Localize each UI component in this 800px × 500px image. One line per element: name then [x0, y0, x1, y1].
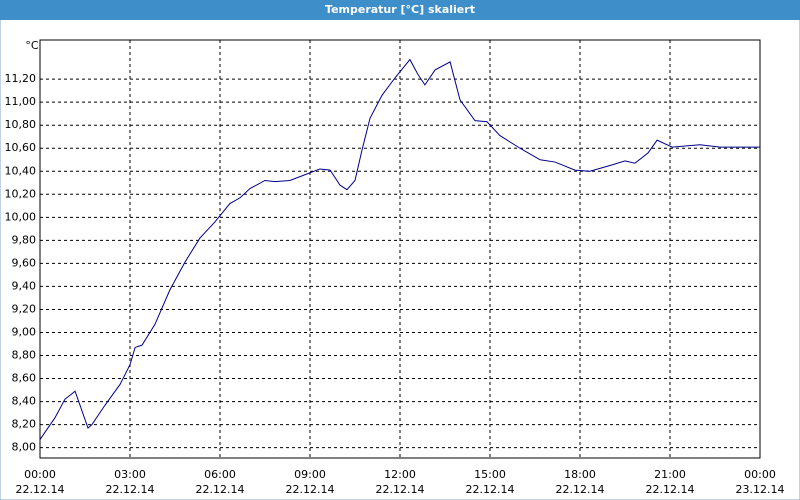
- y-tick-label: 9,60: [12, 256, 37, 269]
- y-tick-label: 10,40: [5, 164, 37, 177]
- x-tick-label: 15:00: [474, 468, 506, 481]
- y-tick-label: 8,80: [12, 349, 37, 362]
- y-tick-label: 9,40: [12, 279, 37, 292]
- x-tick-date: 22.12.14: [16, 483, 65, 496]
- chart-title: Temperatur [°C] skaliert: [325, 3, 475, 16]
- y-tick-label: 9,80: [12, 233, 37, 246]
- x-tick-label: 06:00: [204, 468, 236, 481]
- y-tick-label: 10,20: [5, 187, 37, 200]
- y-tick-label: 9,20: [12, 302, 37, 315]
- x-tick-date: 22.12.14: [376, 483, 425, 496]
- y-unit: °C: [25, 39, 39, 52]
- x-tick-label: 09:00: [294, 468, 326, 481]
- title-bar: [0, 0, 800, 20]
- y-tick-label: 10,60: [5, 141, 37, 154]
- y-tick-label: 11,20: [5, 72, 37, 85]
- x-tick-label: 00:00: [24, 468, 56, 481]
- y-tick-label: 10,80: [5, 118, 37, 131]
- y-tick-label: 8,40: [12, 395, 37, 408]
- y-tick-label: 8,20: [12, 418, 37, 431]
- x-tick-date: 22.12.14: [466, 483, 515, 496]
- y-tick-label: 8,00: [12, 441, 37, 454]
- x-tick-label: 00:00: [744, 468, 776, 481]
- y-tick-label: 10,00: [5, 210, 37, 223]
- x-tick-date: 22.12.14: [196, 483, 245, 496]
- data-line: [39, 58, 760, 440]
- x-tick-label: 21:00: [654, 468, 686, 481]
- x-tick-label: 18:00: [564, 468, 596, 481]
- y-tick-label: 8,60: [12, 372, 37, 385]
- y-tick-label: 11,00: [5, 95, 37, 108]
- x-tick-label: 03:00: [114, 468, 146, 481]
- x-tick-date: 22.12.14: [646, 483, 695, 496]
- x-tick-date: 22.12.14: [286, 483, 335, 496]
- x-tick-date: 22.12.14: [106, 483, 155, 496]
- y-tick-label: 9,00: [12, 325, 37, 338]
- x-tick-date: 23.12.14: [736, 483, 785, 496]
- x-tick-label: 12:00: [384, 468, 416, 481]
- x-tick-date: 22.12.14: [556, 483, 605, 496]
